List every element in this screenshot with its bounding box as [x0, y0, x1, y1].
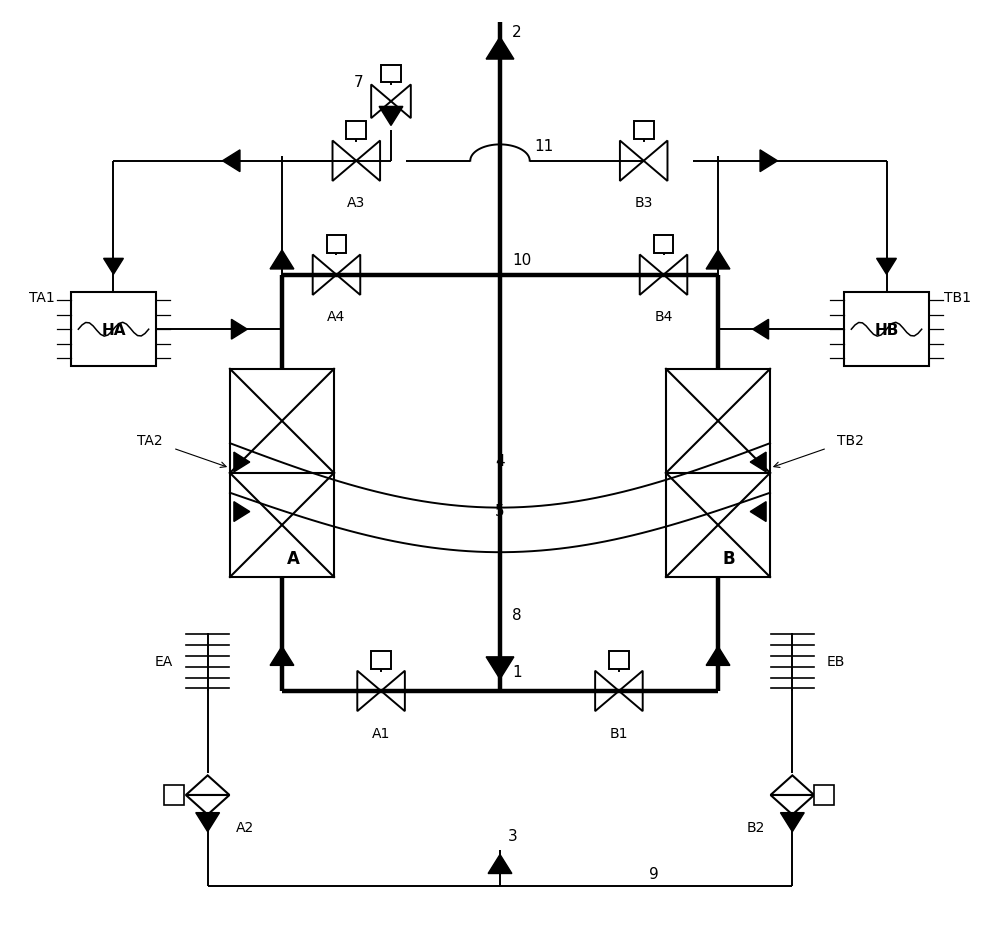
Text: 9: 9 — [649, 866, 658, 882]
Bar — [327, 236, 346, 253]
Text: A1: A1 — [372, 726, 390, 740]
Polygon shape — [771, 795, 814, 815]
Text: TA2: TA2 — [137, 433, 163, 447]
Bar — [381, 66, 401, 84]
Polygon shape — [760, 150, 777, 173]
Bar — [814, 785, 834, 806]
Polygon shape — [488, 855, 512, 873]
Polygon shape — [234, 453, 250, 472]
Bar — [346, 122, 366, 139]
Text: EB: EB — [827, 654, 845, 668]
Text: A: A — [287, 549, 300, 567]
Polygon shape — [223, 150, 240, 173]
Text: B1: B1 — [610, 726, 628, 740]
Bar — [654, 236, 673, 253]
Polygon shape — [706, 647, 730, 665]
Polygon shape — [877, 259, 896, 275]
Polygon shape — [486, 38, 514, 60]
Text: HB: HB — [874, 322, 899, 338]
Text: TB1: TB1 — [944, 291, 971, 305]
Text: 5: 5 — [495, 503, 505, 518]
Polygon shape — [234, 502, 250, 522]
Polygon shape — [186, 795, 229, 815]
Text: 11: 11 — [535, 138, 554, 154]
Text: 2: 2 — [512, 25, 522, 40]
Polygon shape — [186, 776, 229, 795]
Bar — [230, 369, 334, 577]
Text: B: B — [723, 549, 736, 567]
Text: B2: B2 — [746, 819, 765, 834]
Polygon shape — [486, 657, 514, 679]
Text: B4: B4 — [654, 310, 673, 324]
Bar — [609, 651, 629, 669]
Bar — [844, 292, 929, 367]
Text: A4: A4 — [327, 310, 346, 324]
Text: B3: B3 — [635, 196, 653, 210]
Text: 8: 8 — [512, 607, 522, 622]
Bar — [666, 369, 770, 577]
Polygon shape — [379, 108, 403, 126]
Polygon shape — [231, 320, 247, 340]
Text: 1: 1 — [512, 664, 522, 679]
Polygon shape — [750, 453, 766, 472]
Polygon shape — [104, 259, 123, 275]
Polygon shape — [270, 251, 294, 270]
Text: A3: A3 — [347, 196, 365, 210]
Polygon shape — [780, 813, 804, 831]
Polygon shape — [196, 813, 220, 831]
Text: A2: A2 — [235, 819, 254, 834]
Polygon shape — [750, 502, 766, 522]
Text: 3: 3 — [508, 828, 518, 843]
Text: TB2: TB2 — [837, 433, 864, 447]
Polygon shape — [706, 251, 730, 270]
Bar — [371, 651, 391, 669]
Bar — [164, 785, 184, 806]
Polygon shape — [771, 776, 814, 795]
Text: 4: 4 — [495, 454, 505, 469]
Bar — [71, 292, 156, 367]
Text: 10: 10 — [512, 252, 531, 267]
Polygon shape — [753, 320, 769, 340]
Polygon shape — [270, 647, 294, 665]
Text: HA: HA — [101, 322, 126, 338]
Bar — [634, 122, 654, 139]
Text: 7: 7 — [354, 75, 363, 90]
Text: TA1: TA1 — [29, 291, 55, 305]
Text: EA: EA — [155, 654, 173, 668]
